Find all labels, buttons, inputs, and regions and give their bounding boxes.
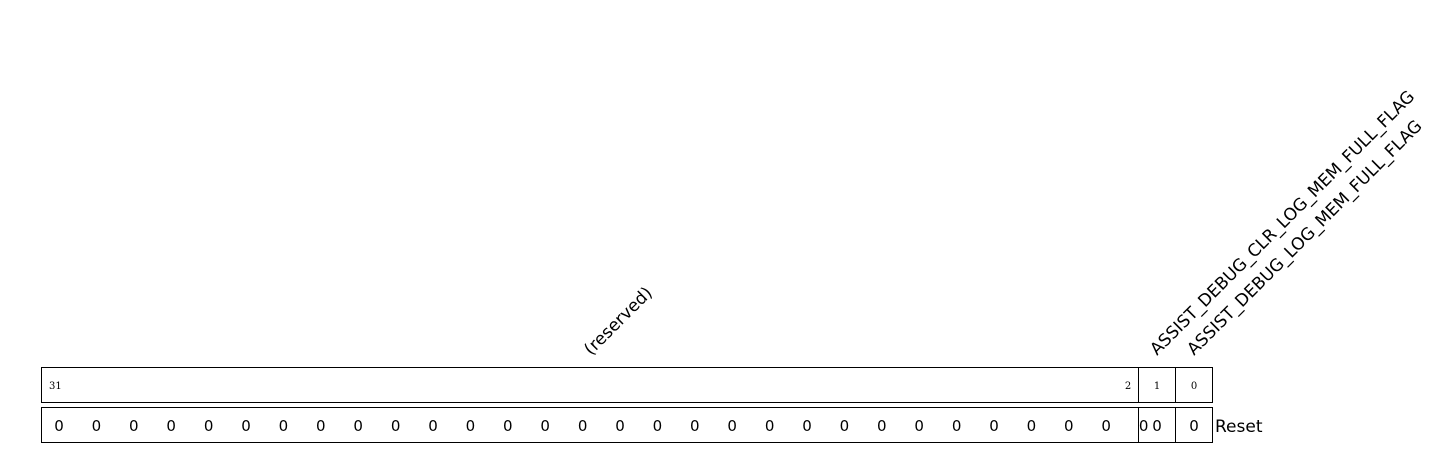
reset-value-bit-13: 0: [727, 417, 737, 435]
reset-value-bit-21: 0: [428, 417, 438, 435]
field-box-log-mem-full-flag: [1175, 367, 1213, 403]
reset-values: 0 0 0 0 0 0 0 0 0 0 0 0 0 0 0 0 0 0 0 0 0 0 0 0 0 0 0 0 0 0 0 0: [54, 417, 1199, 435]
reset-value-bit-18: 0: [540, 417, 550, 435]
reset-value-bit-15: 0: [653, 417, 663, 435]
reset-value-bit-1: 0: [1152, 417, 1162, 435]
field-labels: (reserved) ASSIST_DEBUG_CLR_LOG_MEM_FULL…: [580, 87, 1426, 360]
field-label-reserved: (reserved): [580, 283, 656, 359]
reset-value-bit-27: 0: [204, 417, 214, 435]
reset-value-bit-16: 0: [615, 417, 625, 435]
reset-value-bit-14: 0: [690, 417, 700, 435]
reset-value-bit-11: 0: [802, 417, 812, 435]
reset-value-bit-7: 0: [952, 417, 962, 435]
reset-row: 0 0 0 0 0 0 0 0 0 0 0 0 0 0 0 0 0 0 0 0 0 0 0 0 0 0 0 0 0 0 0 0 Reset: [41, 407, 1263, 443]
reset-value-bit-24: 0: [316, 417, 326, 435]
field-label-log-mem-full-flag: ASSIST_DEBUG_LOG_MEM_FULL_FLAG: [1183, 116, 1426, 359]
reset-label: Reset: [1215, 417, 1263, 437]
reset-value-bit-28: 0: [166, 417, 176, 435]
reset-value-bit-30: 0: [92, 417, 102, 435]
reset-value-bit-12: 0: [765, 417, 775, 435]
field-label-clr-log-mem-full-flag: ASSIST_DEBUG_CLR_LOG_MEM_FULL_FLAG: [1146, 87, 1419, 360]
reset-value-bit-31: 0: [54, 417, 64, 435]
reset-value-bit-6: 0: [989, 417, 999, 435]
reset-box-log-mem-full-flag: [1175, 407, 1213, 443]
field-box-reserved: [41, 367, 1139, 403]
reset-value-bit-26: 0: [241, 417, 251, 435]
reset-value-bit-0: 0: [1189, 417, 1199, 435]
reset-value-bit-25: 0: [279, 417, 289, 435]
reset-value-bit-17: 0: [578, 417, 588, 435]
bit-number-row: 31 2 1 0: [41, 367, 1213, 403]
reset-value-bit-10: 0: [840, 417, 850, 435]
bit-number-2: 2: [1125, 381, 1131, 392]
reset-value-bit-23: 0: [353, 417, 363, 435]
reset-value-bit-9: 0: [877, 417, 887, 435]
bit-number-1: 1: [1154, 381, 1160, 392]
reset-value-bit-8: 0: [914, 417, 924, 435]
bit-number-0: 0: [1191, 381, 1197, 392]
reset-value-bit-20: 0: [466, 417, 476, 435]
reset-value-bit-5: 0: [1027, 417, 1037, 435]
reset-value-bit-19: 0: [503, 417, 513, 435]
reset-value-bit-2: 0: [1139, 417, 1149, 435]
reset-value-bit-3: 0: [1101, 417, 1111, 435]
reset-value-bit-22: 0: [391, 417, 401, 435]
reset-value-bit-4: 0: [1064, 417, 1074, 435]
bit-number-31: 31: [49, 381, 62, 392]
reset-value-bit-29: 0: [129, 417, 139, 435]
